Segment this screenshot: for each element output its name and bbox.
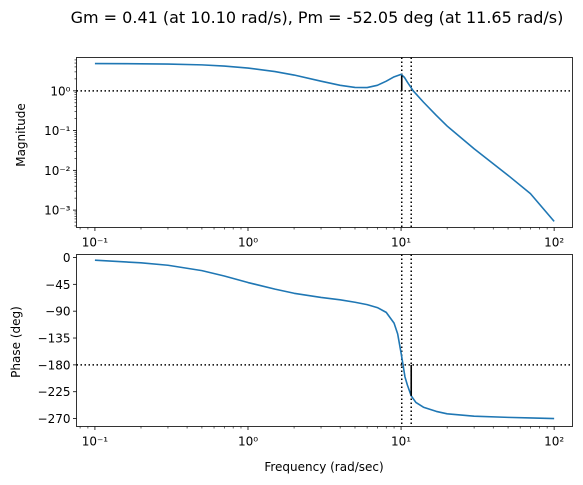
magnitude-y-tick-label: 10⁰ — [50, 84, 70, 98]
magnitude-plot: Magnitude 10⁻¹ 10⁰ 10¹ 10² 10⁻³ 10⁻² 10⁻¹ 10⁰ — [14, 57, 573, 250]
phase-y-tick-label: −270 — [38, 412, 71, 426]
magnitude-x-tick-label: 10¹ — [391, 236, 411, 250]
phase-x-tick-label: 10² — [544, 435, 564, 449]
phase-xlabel: Frequency (rad/sec) — [264, 460, 383, 474]
phase-y-axis: 0 −45 −90 −135 −180 −225 −270 — [38, 251, 77, 426]
magnitude-plot-frame — [76, 57, 573, 228]
magnitude-series-line-0 — [94, 62, 555, 222]
magnitude-ylabel: Magnitude — [14, 103, 28, 167]
phase-y-tick-label: −90 — [45, 305, 70, 319]
figure-title: Gm = 0.41 (at 10.10 rad/s), Pm = -52.05 … — [71, 8, 564, 27]
magnitude-y-axis: 10⁻³ 10⁻² 10⁻¹ 10⁰ — [44, 59, 77, 227]
phase-series-line-0 — [94, 259, 555, 420]
phase-reference-lines — [76, 254, 573, 427]
magnitude-x-tick-label: 10⁰ — [238, 236, 258, 250]
phase-x-tick-label: 10⁰ — [238, 435, 258, 449]
phase-x-axis: 10⁻¹ 10⁰ 10¹ 10² — [79, 426, 564, 449]
phase-ylabel: Phase (deg) — [9, 306, 23, 378]
magnitude-y-tick-label: 10⁻¹ — [44, 124, 71, 138]
phase-x-tick-label: 10¹ — [391, 435, 411, 449]
magnitude-x-tick-label: 10⁻¹ — [82, 236, 109, 250]
phase-plot: Phase (deg) Frequency (rad/sec) 10⁻¹ 10⁰ 1… — [9, 251, 573, 474]
magnitude-y-tick-label: 10⁻² — [44, 164, 71, 178]
phase-y-tick-label: −225 — [38, 385, 71, 399]
magnitude-x-axis: 10⁻¹ 10⁰ 10¹ 10² — [79, 227, 564, 250]
magnitude-x-tick-label: 10² — [544, 236, 564, 250]
phase-series — [94, 259, 555, 420]
phase-y-tick-label: −135 — [38, 332, 71, 346]
phase-y-tick-label: −180 — [38, 358, 71, 372]
phase-plot-frame — [76, 254, 573, 427]
magnitude-series — [94, 62, 555, 222]
phase-y-tick-label: −45 — [45, 278, 70, 292]
phase-x-tick-label: 10⁻¹ — [82, 435, 109, 449]
phase-y-tick-label: 0 — [63, 251, 71, 265]
magnitude-y-tick-label: 10⁻³ — [44, 204, 71, 218]
